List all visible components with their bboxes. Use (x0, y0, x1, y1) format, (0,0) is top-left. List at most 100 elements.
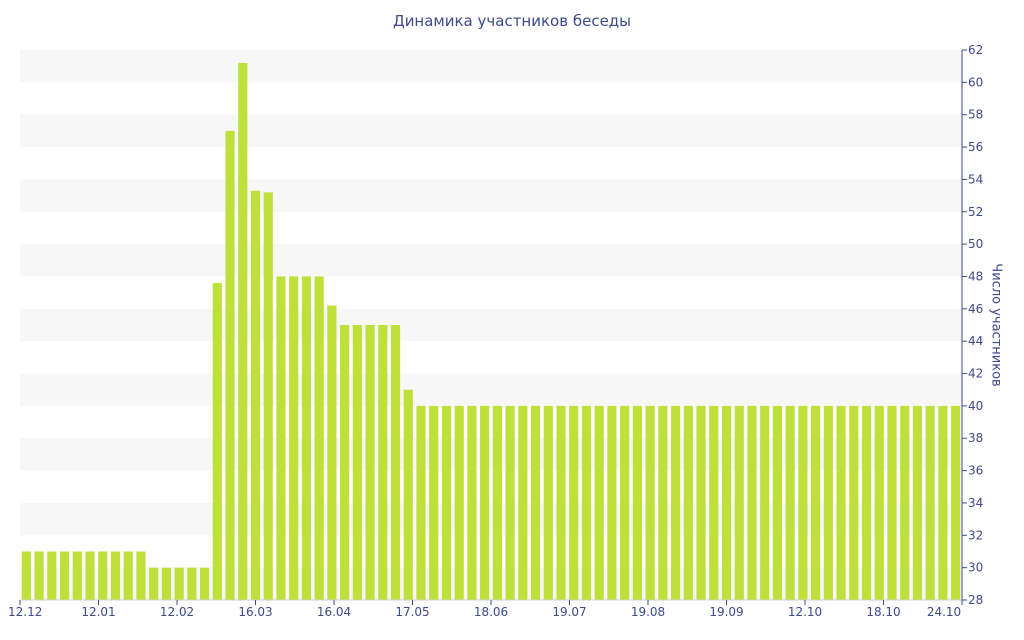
bar (798, 405, 808, 600)
y-tick-label: 50 (968, 237, 983, 251)
bar (505, 405, 515, 600)
bar (836, 405, 846, 600)
bar (734, 405, 744, 600)
bar (365, 325, 375, 600)
bar (378, 325, 388, 600)
x-tick-label: 19.08 (631, 605, 665, 619)
bar (747, 405, 757, 600)
bar (212, 282, 222, 600)
bar (581, 405, 592, 600)
bar (416, 405, 426, 600)
bar (887, 405, 897, 600)
bar (161, 567, 171, 600)
grid-band (20, 179, 962, 212)
bar (594, 405, 604, 600)
chart-title: Динамика участников беседы (392, 12, 632, 30)
x-tick-label: 19.07 (552, 605, 586, 619)
y-tick-label: 52 (968, 205, 983, 219)
bar (467, 405, 477, 600)
bar (403, 389, 413, 600)
grid-band (20, 50, 962, 83)
bar (72, 551, 82, 600)
x-tick-label: 16.04 (317, 605, 351, 619)
y-tick-label: 38 (968, 431, 983, 445)
x-tick-label: 12.12 (8, 605, 42, 619)
grid-band (20, 373, 962, 406)
bar (174, 567, 184, 600)
x-tick-label: 12.10 (788, 605, 822, 619)
bar (938, 405, 948, 600)
y-tick-label: 44 (968, 334, 983, 348)
bar (900, 405, 910, 600)
bar (390, 325, 401, 600)
bar (492, 405, 502, 600)
bar (98, 551, 108, 600)
bars (21, 62, 961, 601)
bar (620, 405, 630, 600)
bar (340, 325, 350, 600)
y-tick-label: 62 (968, 43, 983, 57)
y-tick-label: 40 (968, 399, 983, 413)
bar (352, 325, 362, 600)
bar (556, 405, 566, 600)
y-tick-label: 34 (968, 496, 983, 510)
bar (263, 192, 273, 600)
y-tick-label: 46 (968, 302, 983, 316)
y-tick-label: 42 (968, 367, 983, 381)
bar (811, 405, 821, 600)
bar (59, 551, 70, 600)
bar (110, 551, 121, 600)
bar (34, 551, 44, 600)
bar (849, 405, 859, 600)
bar (518, 405, 528, 600)
bar (861, 405, 872, 600)
bar (658, 405, 668, 600)
bar (314, 276, 324, 600)
bar (441, 405, 452, 600)
x-tick-label: 18.10 (866, 605, 900, 619)
x-tick-label: 24.10 (927, 605, 961, 619)
grid-bands (20, 50, 962, 600)
bar (645, 405, 655, 600)
bar (454, 405, 464, 600)
bar (85, 551, 95, 600)
y-tick-label: 48 (968, 269, 983, 283)
bar (238, 62, 248, 600)
bar (327, 305, 337, 600)
bar (225, 130, 235, 600)
bar (760, 405, 770, 600)
bar (200, 567, 210, 600)
y-tick-label: 28 (968, 593, 983, 607)
bar (21, 551, 31, 600)
x-tick-label: 12.02 (160, 605, 194, 619)
grid-band (20, 308, 962, 342)
bar (429, 405, 439, 600)
y-tick-label: 30 (968, 561, 983, 575)
grid-band (20, 244, 962, 277)
grid-band (20, 438, 962, 471)
bar (925, 405, 935, 600)
x-ticks: 12.12 12.01 12.02 16.03 16.04 17.05 18.06 19.07… (8, 600, 963, 619)
y-tick-label: 56 (968, 140, 983, 154)
bar (187, 567, 197, 600)
x-tick-label: 17.05 (395, 605, 429, 619)
y-tick-label: 58 (968, 108, 983, 122)
bar (696, 405, 706, 600)
bar (47, 551, 57, 600)
bar (951, 405, 961, 600)
bar (607, 405, 617, 600)
bar (721, 405, 732, 600)
bar (289, 276, 299, 600)
x-tick-label: 16.03 (238, 605, 272, 619)
y-tick-label: 54 (968, 172, 983, 186)
bar (136, 551, 146, 600)
y-tick-label: 60 (968, 75, 983, 89)
bar (632, 405, 642, 600)
x-tick-label: 19.09 (709, 605, 743, 619)
bar (772, 405, 783, 600)
x-tick-label: 12.01 (81, 605, 115, 619)
bar (123, 551, 133, 600)
y-tick-label: 32 (968, 528, 983, 542)
y-tick-label: 36 (968, 464, 983, 478)
grid-band (20, 567, 962, 600)
